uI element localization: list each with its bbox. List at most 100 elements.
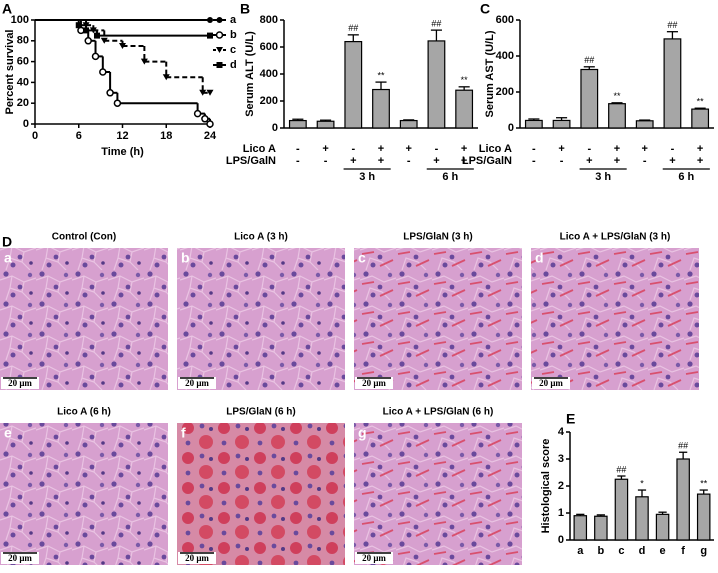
y-axis-label: Serum ALT (U/L)	[244, 31, 256, 117]
y-tick-label: 200	[496, 86, 514, 98]
bar	[635, 496, 649, 541]
x-tick-label: e	[660, 545, 666, 557]
micrograph	[531, 248, 699, 390]
significance-label: **	[697, 97, 705, 107]
bar	[316, 120, 335, 129]
scale-box	[1, 377, 39, 389]
significance-label: ##	[431, 19, 441, 29]
micrograph-title: Control (Con)	[52, 232, 116, 243]
survival-marker	[207, 17, 213, 23]
condition-sign: -	[560, 155, 564, 167]
x-tick-label: a	[577, 545, 584, 557]
x-axis-label: Time (h)	[101, 146, 144, 158]
bar	[608, 103, 626, 129]
survival-marker	[206, 120, 214, 128]
micrograph	[177, 423, 345, 565]
micrograph-letter: c	[358, 250, 366, 266]
condition-sign: -	[532, 143, 536, 155]
survival-marker	[201, 115, 209, 123]
condition-sign: +	[697, 155, 703, 167]
condition-sign: +	[322, 143, 328, 155]
survival-marker	[193, 109, 202, 118]
x-tick-label: b	[597, 545, 604, 557]
micrograph-letter: f	[181, 425, 186, 441]
y-tick-label: 0	[272, 122, 278, 134]
scale-label: 20 μm	[185, 553, 209, 563]
micrograph-title: Lico A + LPS/GlaN (3 h)	[560, 232, 671, 243]
bar	[344, 40, 363, 129]
significance-label: **	[377, 70, 385, 80]
micrograph-title: LPS/GlaN (3 h)	[403, 232, 472, 243]
x-tick-label: 12	[116, 130, 128, 142]
condition-sign: -	[643, 155, 647, 167]
condition-sign: -	[351, 143, 355, 155]
scale-box	[355, 552, 393, 564]
significance-label: **	[700, 478, 708, 488]
bar	[455, 89, 474, 129]
micrograph-letter: b	[181, 250, 190, 266]
group-label: 3 h	[595, 171, 611, 183]
bar	[524, 119, 543, 129]
micrograph-title: Lico A (3 h)	[234, 232, 288, 243]
survival-marker	[207, 32, 213, 39]
panel-label: D	[2, 234, 12, 250]
y-tick-label: 800	[260, 14, 278, 26]
micrograph-title: Lico A + LPS/GlaN (6 h)	[383, 407, 494, 418]
bar	[614, 478, 629, 541]
y-tick-label: 60	[17, 56, 29, 68]
condition-sign: -	[296, 155, 300, 167]
micrograph	[354, 423, 522, 565]
survival-marker	[93, 32, 100, 39]
condition-sign: +	[405, 143, 411, 155]
x-tick-label: 18	[160, 130, 172, 142]
micrograph-title: Lico A (6 h)	[57, 407, 111, 418]
y-tick-label: 1	[558, 507, 564, 519]
bar	[696, 493, 711, 541]
condition-sign: -	[587, 143, 591, 155]
condition-sign: +	[350, 155, 356, 167]
survival-marker	[199, 89, 207, 96]
y-tick-label: 100	[11, 14, 29, 26]
y-axis-label: Percent survival	[4, 30, 16, 115]
y-tick-label: 600	[260, 41, 278, 53]
survival-marker	[206, 89, 214, 96]
condition-sign: +	[461, 155, 467, 167]
legend-label: c	[230, 44, 236, 56]
scale-box	[1, 552, 39, 564]
bar	[594, 515, 608, 541]
y-tick-label: 2	[558, 480, 564, 492]
condition-sign: +	[558, 143, 564, 155]
scale-label: 20 μm	[362, 553, 386, 563]
y-tick-label: 3	[558, 453, 564, 465]
group-label: 6 h	[678, 171, 694, 183]
significance-label: ##	[348, 23, 358, 33]
legend-marker	[216, 62, 223, 68]
scale-box	[355, 377, 393, 389]
survival-marker	[113, 99, 122, 107]
legend-marker	[215, 31, 224, 39]
significance-label: ##	[584, 55, 594, 65]
survival-marker	[99, 68, 107, 76]
y-tick-label: 600	[496, 14, 514, 26]
y-tick-label: 0	[558, 534, 564, 546]
x-tick-label: g	[700, 545, 707, 557]
micrograph-letter: a	[4, 250, 12, 266]
y-tick-label: 20	[17, 97, 29, 109]
bar	[552, 119, 571, 129]
scale-box	[178, 552, 216, 564]
bar	[635, 120, 654, 129]
y-tick-label: 40	[17, 76, 29, 88]
condition-sign: -	[435, 143, 439, 155]
bar	[427, 40, 446, 129]
condition-label: Lico A	[479, 143, 512, 155]
legend-label: b	[230, 29, 237, 41]
survival-marker	[91, 52, 100, 61]
micrograph-letter: g	[358, 425, 367, 441]
micrograph	[354, 248, 522, 390]
group-label: 3 h	[359, 171, 375, 183]
panel-label: A	[2, 1, 12, 17]
survival-marker	[75, 22, 82, 29]
micrograph	[0, 248, 168, 390]
